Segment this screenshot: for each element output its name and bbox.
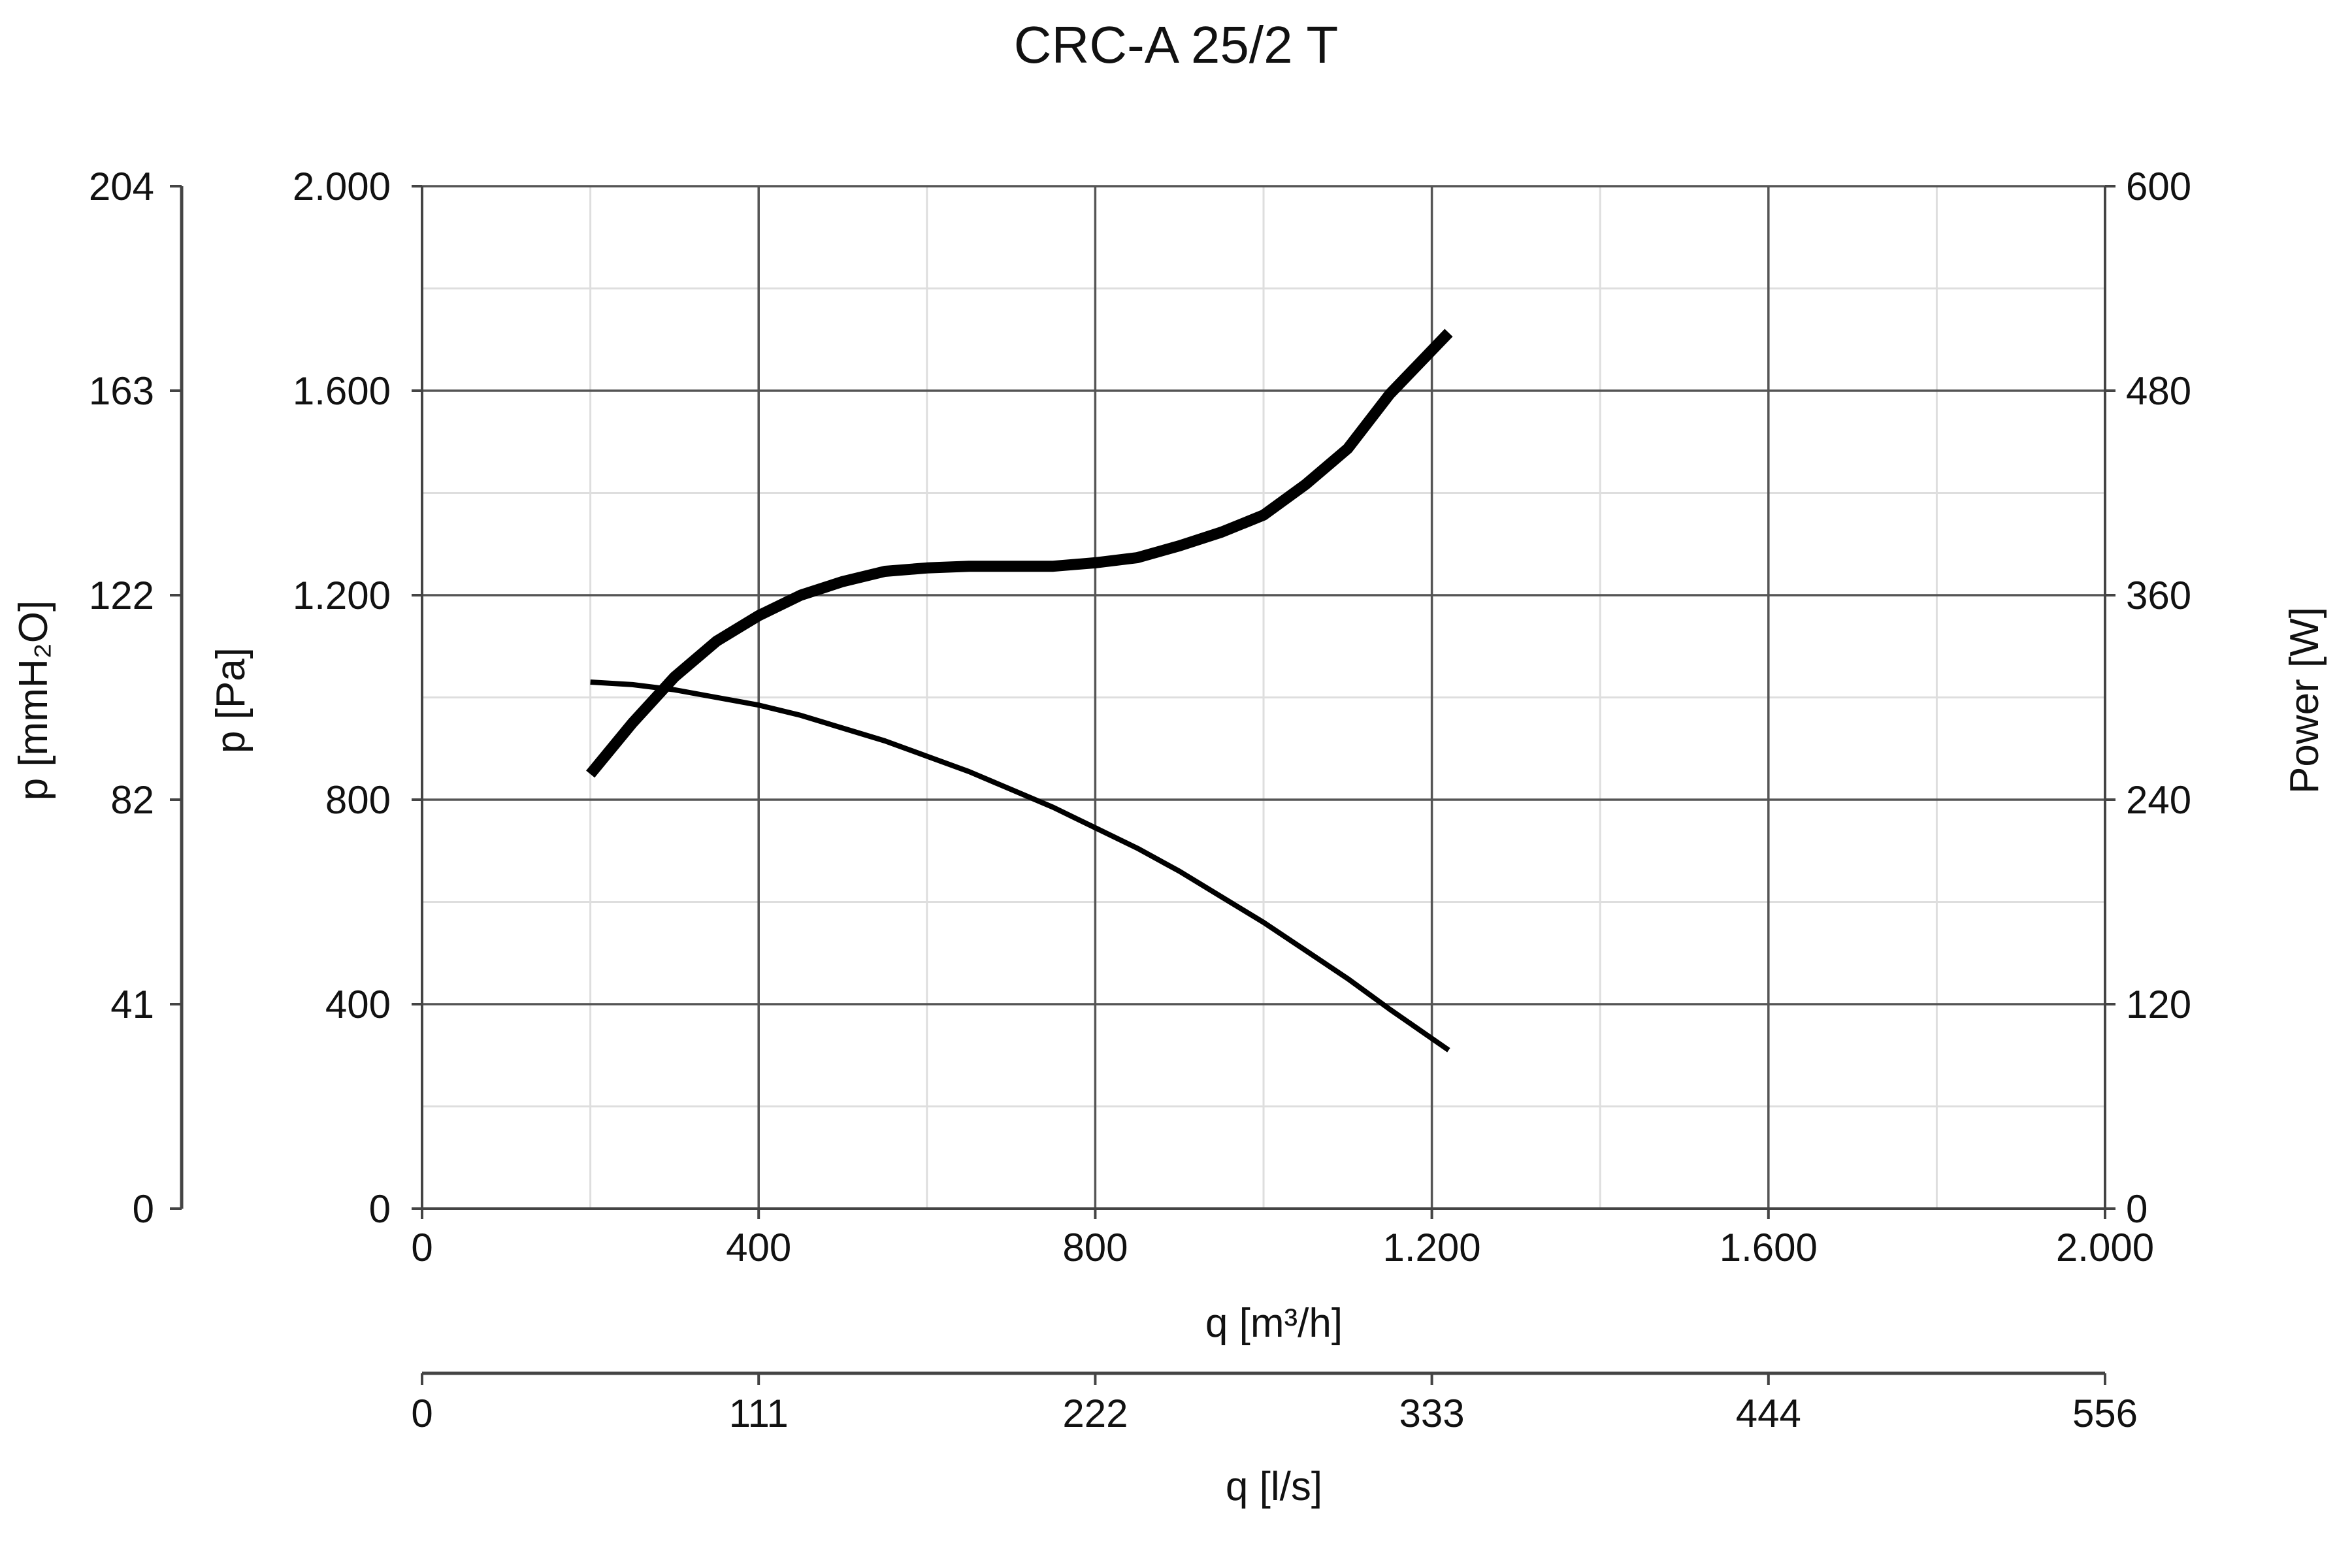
m3h-tick-label: 1.600: [1720, 1226, 1818, 1269]
ls-axis: 0 111 222 333 444 556: [411, 1371, 2138, 1435]
m3h-tick-label: 0: [411, 1226, 433, 1269]
power-tick-label: 120: [2126, 983, 2191, 1026]
m3h-tick-label: 1.200: [1383, 1226, 1481, 1269]
power-tick-label: 240: [2126, 778, 2191, 822]
mmh2o-tick-label: 204: [89, 165, 154, 208]
series-layer: [586, 329, 1453, 1053]
ls-tick-label: 444: [1736, 1392, 1801, 1435]
power-axis: 0 120 240 360 480 600: [2105, 165, 2191, 1231]
m3h-tick-label: 400: [726, 1226, 791, 1269]
mmh2o-tick-label: 163: [89, 369, 154, 413]
pressure-curve: [590, 679, 1450, 1053]
pa-axis: 0 400 800 1.200 1.600 2.000: [293, 165, 422, 1231]
pa-tick-label: 0: [369, 1187, 391, 1231]
mmh2o-tick-label: 82: [110, 778, 154, 822]
x2-axis-label: q [l/s]: [1226, 1464, 1322, 1509]
power-tick-label: 480: [2126, 369, 2191, 413]
ls-tick-label: 333: [1399, 1392, 1465, 1435]
pa-tick-label: 1.200: [293, 574, 391, 617]
pa-tick-label: 400: [325, 983, 391, 1026]
ls-tick-label: 222: [1062, 1392, 1128, 1435]
y-axis-label: p [Pa]: [208, 647, 253, 753]
ls-tick-label: 111: [729, 1392, 789, 1435]
mmh2o-tick-label: 122: [89, 574, 154, 617]
m3h-tick-label: 800: [1062, 1226, 1128, 1269]
mmh2o-tick-label: 0: [133, 1187, 154, 1231]
mmh2o-tick-label: 41: [110, 983, 154, 1026]
power-axis-label: Power [W]: [2282, 607, 2327, 794]
power-tick-label: 600: [2126, 165, 2191, 208]
y2-axis-label: p [mmH₂O]: [11, 600, 56, 801]
ls-tick-label: 0: [411, 1392, 433, 1435]
pa-tick-label: 1.600: [293, 369, 391, 413]
chart-title: CRC-A 25/2 T: [1014, 16, 1338, 74]
m3h-axis: 0 400 800 1.200 1.600 2.000: [411, 1209, 2154, 1269]
power-curve: [586, 329, 1453, 778]
m3h-tick-label: 2.000: [2056, 1226, 2154, 1269]
pa-tick-label: 800: [325, 778, 391, 822]
plot-frame: [421, 186, 2106, 1210]
pa-tick-label: 2.000: [293, 165, 391, 208]
power-tick-label: 360: [2126, 574, 2191, 617]
power-tick-label: 0: [2126, 1187, 2148, 1231]
mmh2o-axis: 0 41 82 122 163 204: [89, 165, 184, 1231]
x-axis-label: q [m³/h]: [1205, 1301, 1343, 1346]
ls-tick-label: 556: [2072, 1392, 2138, 1435]
